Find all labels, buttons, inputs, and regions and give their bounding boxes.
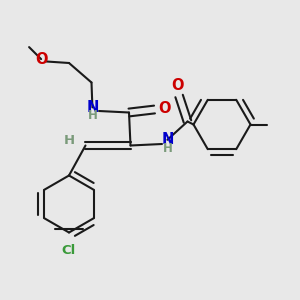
Text: N: N [86,100,99,115]
Text: Cl: Cl [62,244,76,257]
Text: H: H [163,142,172,155]
Text: N: N [161,132,174,147]
Text: O: O [35,52,47,67]
Text: H: H [63,134,75,148]
Text: O: O [171,78,184,93]
Text: H: H [88,109,97,122]
Text: O: O [158,101,170,116]
